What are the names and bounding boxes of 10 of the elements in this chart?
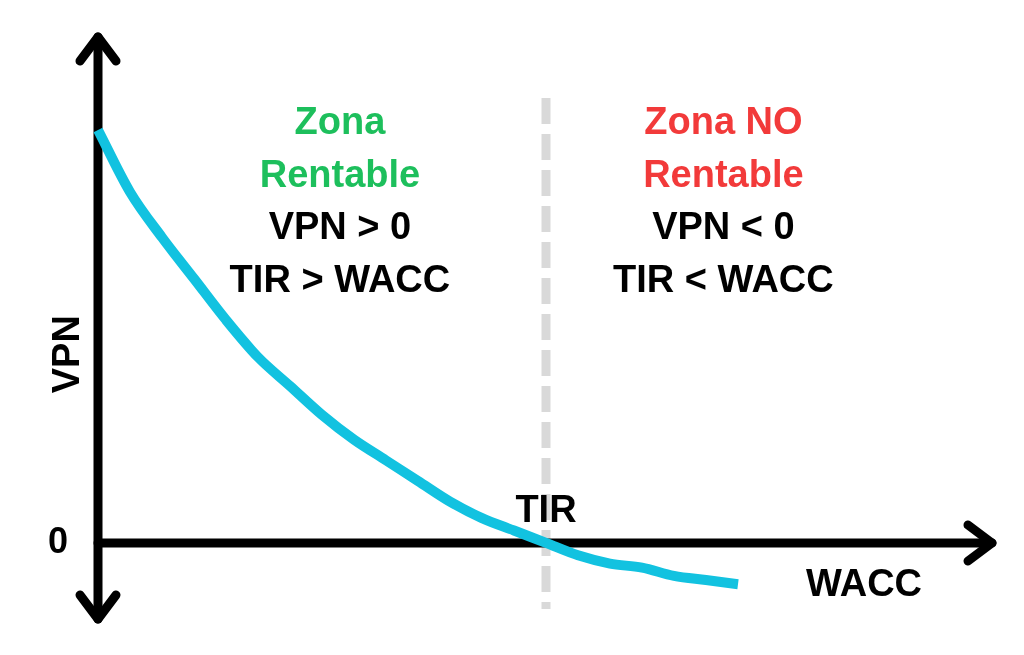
annotation: VPN < 0 (652, 205, 795, 248)
annotation: Zona NO Rentable (643, 100, 804, 195)
annotation: Zona Rentable (259, 100, 421, 195)
annotation: VPN > 0 (268, 205, 412, 248)
annotation: TIR < WACC (613, 257, 834, 300)
text: 0 (47, 519, 68, 561)
text: TIR (515, 488, 577, 531)
x-axis-title: WACC (805, 562, 923, 605)
y-axis-title: VPN (45, 315, 88, 394)
annotation: TIR > WACC (229, 257, 451, 300)
